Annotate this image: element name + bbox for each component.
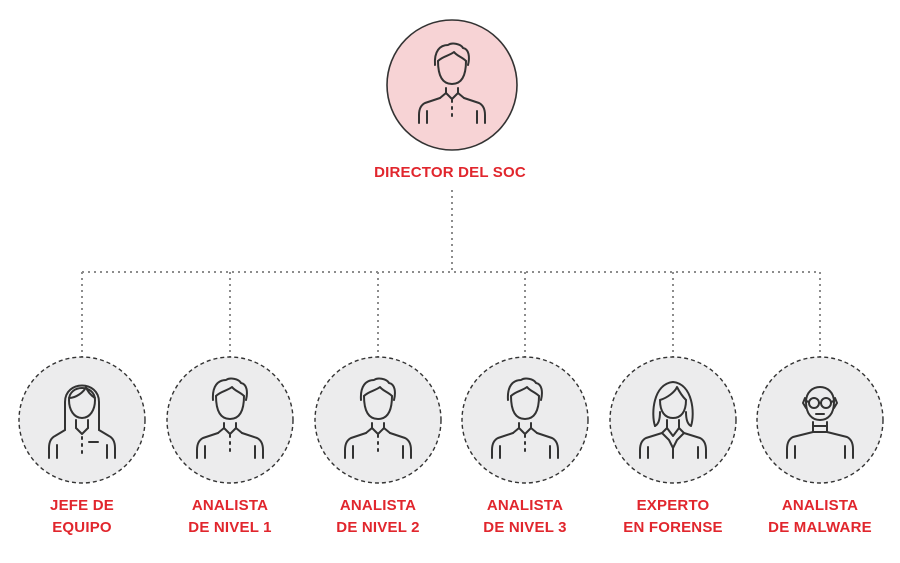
team-member-label: ANALISTA DE MALWARE (745, 495, 895, 539)
team-member-node (18, 356, 146, 484)
team-member-label-line2: DE NIVEL 3 (483, 519, 567, 536)
team-member-label-line2: DE NIVEL 2 (336, 519, 420, 536)
team-member-node (314, 356, 442, 484)
team-member-label: ANALISTA DE NIVEL 3 (450, 495, 600, 539)
team-member-circle (18, 356, 146, 484)
team-member-node (609, 356, 737, 484)
director-node (386, 19, 518, 151)
team-member-label: JEFE DE EQUIPO (7, 495, 157, 539)
director-label: DIRECTOR DEL SOC (374, 164, 526, 181)
team-member-label-line2: EQUIPO (52, 519, 112, 536)
team-member-label: ANALISTA DE NIVEL 2 (303, 495, 453, 539)
team-member-label-line1: ANALISTA (339, 497, 417, 514)
team-member-label-line1: ANALISTA (486, 497, 564, 514)
connector-lines (81, 190, 821, 357)
team-member-circle (609, 356, 737, 484)
team-member-label: ANALISTA DE NIVEL 1 (155, 495, 305, 539)
team-member-label-line2: DE NIVEL 1 (188, 519, 272, 536)
team-member-label-line1: ANALISTA (781, 497, 859, 514)
team-member-label-line1: JEFE DE (50, 497, 114, 514)
team-member-label: EXPERTO EN FORENSE (598, 495, 748, 539)
team-member-node (166, 356, 294, 484)
team-member-node (756, 356, 884, 484)
team-member-label-line2: DE MALWARE (768, 519, 872, 536)
team-member-label-line1: EXPERTO (636, 497, 710, 514)
team-member-label-line1: ANALISTA (191, 497, 269, 514)
team-member-node (461, 356, 589, 484)
team-member-label-line2: EN FORENSE (623, 519, 723, 536)
